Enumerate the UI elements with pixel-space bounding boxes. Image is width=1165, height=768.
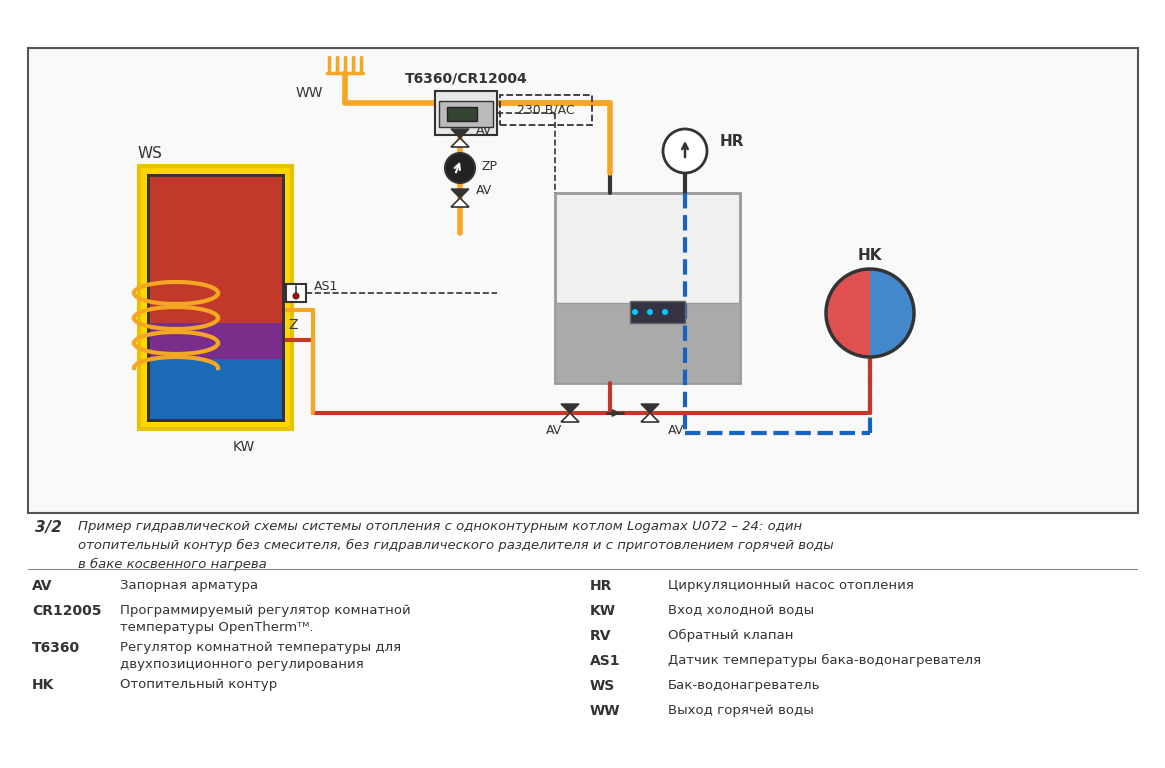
Text: HK: HK [31, 678, 55, 692]
Circle shape [445, 153, 475, 183]
Text: AV: AV [546, 425, 563, 438]
Circle shape [647, 309, 654, 315]
Text: температуры OpenThermᵀᴹ.: температуры OpenThermᵀᴹ. [120, 621, 313, 634]
Bar [555, 193, 740, 383]
Text: T6360/CR12004: T6360/CR12004 [404, 72, 528, 86]
Bar [630, 301, 685, 323]
Text: AV: AV [668, 425, 684, 438]
Text: AV: AV [31, 579, 52, 593]
Text: Запорная арматура: Запорная арматура [120, 579, 259, 592]
Polygon shape [562, 413, 579, 422]
Circle shape [662, 309, 668, 315]
Circle shape [663, 129, 707, 173]
Bar [500, 95, 592, 125]
Circle shape [294, 293, 299, 299]
Bar [148, 176, 283, 327]
Text: Программируемый регулятор комнатной: Программируемый регулятор комнатной [120, 604, 411, 617]
Bar [435, 91, 497, 135]
Polygon shape [451, 129, 469, 138]
Bar [148, 175, 283, 420]
Text: Пример гидравлической схемы системы отопления с одноконтурным котлом Logamax U07: Пример гидравлической схемы системы отоп… [78, 520, 803, 533]
Text: CR12005: CR12005 [31, 604, 101, 618]
Text: KW: KW [589, 604, 616, 618]
Text: RV: RV [589, 629, 612, 643]
Text: Регулятор комнатной температуры для: Регулятор комнатной температуры для [120, 641, 401, 654]
Bar [555, 303, 740, 383]
Text: Отопительный контур: Отопительный контур [120, 678, 277, 691]
Text: AS1: AS1 [589, 654, 621, 668]
Bar [28, 48, 1138, 513]
Text: Обратный клапан: Обратный клапан [668, 629, 793, 642]
Text: WS: WS [589, 679, 615, 693]
Text: AV: AV [476, 124, 493, 137]
Bar [447, 107, 476, 121]
Wedge shape [826, 269, 870, 357]
Polygon shape [562, 404, 579, 413]
Text: WW: WW [296, 86, 323, 100]
Text: Циркуляционный насос отопления: Циркуляционный насос отопления [668, 579, 913, 592]
Text: Z: Z [288, 318, 297, 332]
Bar [439, 101, 493, 127]
Text: Датчик температуры бака-водонагревателя: Датчик температуры бака-водонагревателя [668, 654, 981, 667]
Text: 3/2: 3/2 [35, 520, 62, 535]
Polygon shape [451, 198, 469, 207]
Polygon shape [641, 404, 659, 413]
Bar [148, 323, 283, 359]
Polygon shape [451, 189, 469, 198]
Text: HR: HR [720, 134, 744, 148]
Text: отопительный контур без смесителя, без гидравлического разделителя и с приготовл: отопительный контур без смесителя, без г… [78, 539, 834, 552]
Text: Выход горячей воды: Выход горячей воды [668, 704, 813, 717]
Text: WS: WS [137, 145, 163, 161]
Polygon shape [451, 138, 469, 147]
Text: Бак-водонагреватель: Бак-водонагреватель [668, 679, 820, 692]
Text: T6360: T6360 [31, 641, 80, 655]
Polygon shape [641, 413, 659, 422]
Text: 230 В/AC: 230 В/AC [517, 104, 574, 117]
Wedge shape [870, 269, 915, 357]
Circle shape [631, 309, 638, 315]
Text: Вход холодной воды: Вход холодной воды [668, 604, 814, 617]
Text: двухпозиционного регулирования: двухпозиционного регулирования [120, 658, 363, 671]
Text: KW: KW [233, 440, 255, 454]
Text: AS1: AS1 [315, 280, 338, 293]
Text: WW: WW [589, 704, 621, 718]
Text: HK: HK [857, 247, 882, 263]
Text: ZP: ZP [482, 160, 497, 173]
Bar [139, 166, 292, 429]
Bar [148, 175, 283, 420]
Text: AV: AV [476, 184, 493, 197]
Bar [285, 284, 306, 302]
Text: в баке косвенного нагрева: в баке косвенного нагрева [78, 558, 267, 571]
Text: HR: HR [589, 579, 613, 593]
